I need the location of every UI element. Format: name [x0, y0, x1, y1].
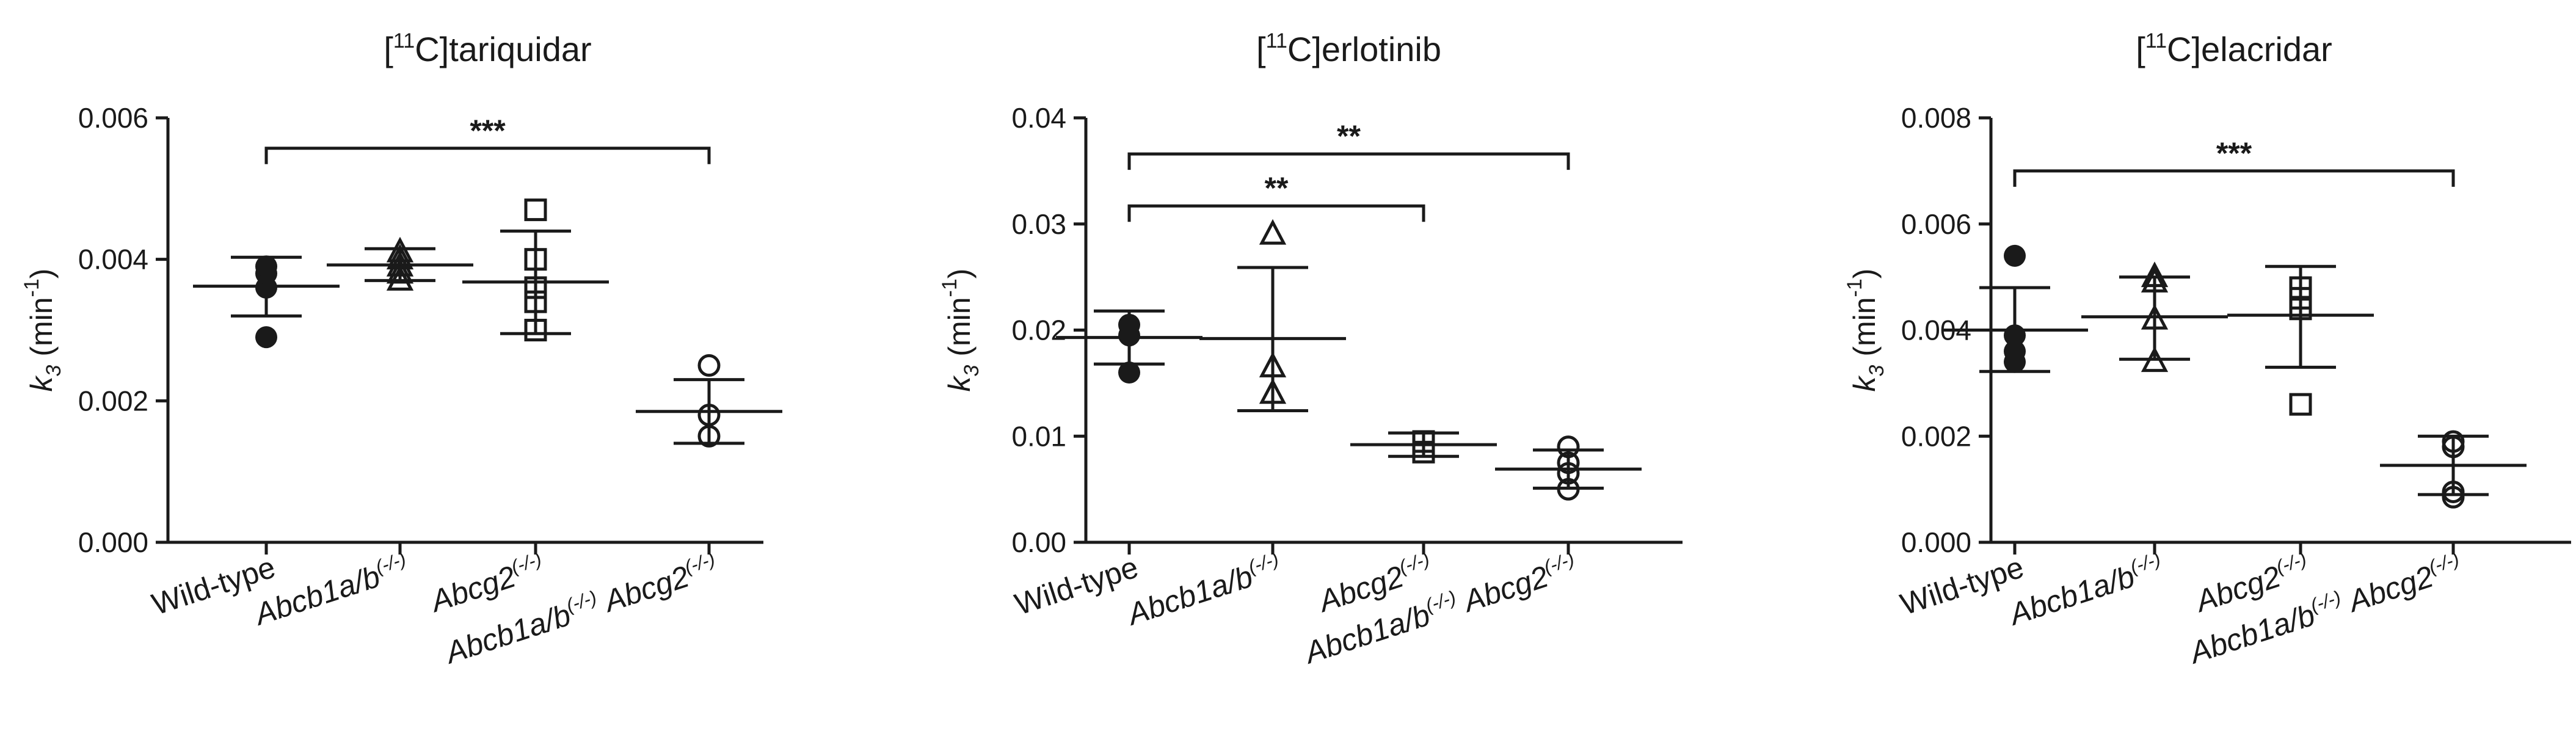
y-tick-label: 0.008	[1901, 102, 1971, 134]
panel-elacridar: [11C]elacridar0.0000.0020.0040.0060.008W…	[1843, 29, 2571, 671]
data-point	[524, 276, 547, 299]
data-point	[2289, 276, 2312, 299]
panel-erlotinib: [11C]erlotinib 0.00 0.01 0.02 0.03 0.04 Wild-t…	[938, 29, 1683, 671]
data-point	[2442, 480, 2465, 503]
significance-label: ***	[2216, 136, 2252, 170]
data-point	[1259, 351, 1287, 377]
significance-label: **	[1265, 171, 1289, 205]
y-tick-label: 0.000	[1901, 526, 1971, 558]
data-point	[697, 404, 721, 426]
data-point	[2004, 324, 2026, 347]
data-point	[386, 244, 414, 270]
significance-label: **	[1337, 119, 1361, 153]
data-point	[255, 255, 277, 278]
y-tick-label: 0.04	[1011, 102, 1066, 134]
y-tick-label: 0.006	[1901, 208, 1971, 240]
data-point	[1557, 435, 1580, 459]
data-point	[386, 236, 414, 263]
data-point	[386, 250, 414, 277]
x-tick-label: Abcb1a/b(-/-)​	[1121, 548, 1286, 632]
significance-bracket	[2013, 169, 2455, 187]
data-point	[386, 265, 414, 291]
y-tick-label: 0.006	[78, 102, 148, 134]
chart-title: [11C]erlotinib	[1256, 29, 1441, 68]
data-point	[524, 248, 547, 271]
data-point	[524, 198, 547, 222]
data-point	[2141, 261, 2169, 288]
x-tick-label: Abcb1a/b(-/-)​	[2003, 548, 2167, 632]
x-tick-label: Abcb1a/b(-/-)​ Abcg2(-/-)​	[439, 548, 722, 671]
data-point	[2141, 304, 2169, 330]
data-point	[2442, 430, 2465, 453]
y-axis-label: k3 (min-1)	[1843, 269, 1888, 392]
data-point	[524, 290, 547, 313]
y-tick-label: 0.002	[1901, 420, 1971, 452]
y-tick-label: 0.00	[1011, 526, 1066, 558]
significance-bracket	[1127, 204, 1425, 222]
data-point	[1259, 378, 1287, 404]
y-tick-label: 0.004	[78, 244, 148, 275]
x-tick-label: Abcb1a/b(-/-)​	[249, 548, 413, 632]
data-point	[255, 326, 277, 349]
y-tick-label: 0.000	[78, 526, 148, 558]
data-point	[1557, 451, 1580, 475]
data-point	[697, 354, 721, 377]
y-tick-label: 0.03	[1011, 208, 1066, 240]
data-point	[1557, 478, 1580, 501]
y-axis-label: k3 (min-1)	[938, 269, 983, 392]
data-point	[2141, 266, 2169, 293]
data-point	[1259, 219, 1287, 245]
chart-title: [11C]tariquidar	[384, 29, 591, 68]
x-tick-label: Wild-type	[1011, 550, 1142, 622]
data-point	[1118, 362, 1140, 384]
panel-tariquidar: [11C]tariquidar0.0000.0020.0040.006Wild-…	[20, 29, 782, 671]
data-point	[524, 319, 547, 341]
data-point	[2004, 340, 2026, 363]
data-point	[1412, 430, 1435, 453]
x-tick-label: Wild-type	[1896, 550, 2028, 622]
chart-title: [11C]elacridar	[2136, 29, 2332, 68]
y-axis-label: k3 (min-1)	[20, 269, 65, 392]
significance-label: ***	[470, 114, 506, 148]
data-point	[2004, 244, 2026, 267]
data-point	[1118, 313, 1140, 336]
y-tick-label: 0.002	[78, 385, 148, 417]
y-tick-label: 0.01	[1011, 420, 1066, 452]
y-tick-label: 0.02	[1011, 315, 1066, 346]
data-point	[386, 258, 414, 284]
data-point	[697, 424, 721, 448]
data-point	[2141, 346, 2169, 373]
significance-bracket	[1127, 152, 1570, 170]
significance-bracket	[264, 147, 711, 164]
data-point	[1557, 462, 1580, 485]
data-point	[2289, 393, 2312, 416]
